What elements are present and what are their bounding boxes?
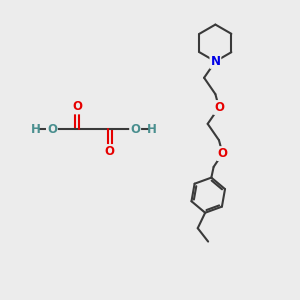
Text: O: O — [72, 100, 82, 113]
Text: O: O — [214, 101, 224, 114]
Text: O: O — [47, 123, 57, 136]
Text: H: H — [146, 123, 156, 136]
Text: H: H — [31, 123, 40, 136]
Text: O: O — [218, 147, 227, 160]
Text: N: N — [210, 55, 220, 68]
Text: O: O — [105, 145, 115, 158]
Text: O: O — [130, 123, 140, 136]
